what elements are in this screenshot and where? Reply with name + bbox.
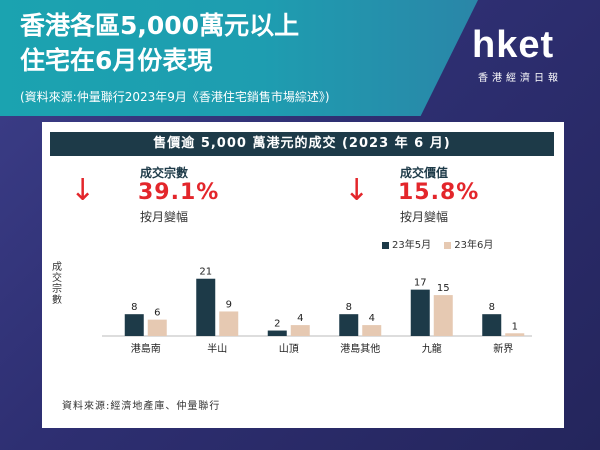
data-label: 4 [369, 313, 375, 324]
source-note: (資料來源:仲量聯行2023年9月《香港住宅銷售市場綜述》) [20, 90, 330, 104]
stat-value-sub: 按月變幅 [400, 210, 449, 224]
legend-swatch [444, 241, 452, 249]
bar [267, 330, 287, 336]
x-tick-label: 新界 [493, 342, 513, 355]
data-label: 6 [154, 308, 160, 319]
data-label: 21 [199, 267, 212, 278]
stat-volume-sub: 按月變幅 [140, 210, 189, 224]
data-label: 1 [512, 321, 518, 332]
bar [410, 289, 430, 336]
bar-chart: 8 6 港島南 21 9 半山 2 4 山頂 8 4 港島其他 17 15 九龍 8 1 新界 [102, 267, 532, 355]
legend-label: 23年5月 [392, 240, 432, 251]
chart-footnote: 資料來源:經濟地產庫、仲量聯行 [62, 401, 221, 412]
data-label: 2 [274, 319, 280, 330]
legend-swatch [382, 241, 389, 249]
bar [433, 295, 453, 336]
bar [147, 319, 167, 336]
chart-title: 售價逾 5,000 萬港元的成交 (2023 年 6 月) [50, 132, 554, 156]
stat-value-label: 成交價值 [400, 166, 449, 180]
data-label: 8 [131, 302, 137, 313]
bar [505, 333, 525, 336]
chart-legend: 23年5月 23年6月 [382, 236, 503, 251]
bar [482, 314, 502, 336]
hket-logo: hket [472, 24, 555, 66]
x-tick-label: 半山 [207, 342, 227, 355]
bar [219, 311, 239, 336]
stat-volume-label: 成交宗數 [140, 166, 189, 180]
data-label: 8 [346, 302, 352, 313]
x-tick-label: 山頂 [279, 343, 299, 355]
data-label: 9 [226, 299, 232, 310]
bar [290, 325, 310, 336]
legend-item: 23年6月 [444, 236, 493, 251]
bar [339, 314, 359, 336]
hket-logo-subtitle: 香港經濟日報 [478, 73, 562, 84]
x-tick-label: 港島南 [131, 342, 161, 355]
data-label: 15 [437, 283, 450, 294]
stat-value-value: 15.8% [398, 180, 480, 205]
bar [124, 314, 144, 336]
down-arrow-icon: ↓ [70, 173, 96, 208]
data-label: 4 [297, 313, 303, 324]
x-tick-label: 九龍 [422, 342, 442, 355]
stat-volume-value: 39.1% [138, 180, 220, 205]
page-title-line2: 住宅在6月份表現 [20, 46, 213, 75]
legend-item: 23年5月 [382, 236, 431, 251]
y-axis-label: 成交宗數 [52, 262, 62, 306]
data-label: 17 [414, 278, 427, 289]
down-arrow-icon: ↓ [344, 173, 370, 208]
chart-card: 售價逾 5,000 萬港元的成交 (2023 年 6 月) ↓ 成交宗數 39.… [42, 122, 564, 428]
page-title-line1: 香港各區5,000萬元以上 [20, 11, 300, 40]
data-label: 8 [489, 302, 495, 313]
legend-label: 23年6月 [454, 240, 494, 251]
bar [362, 325, 382, 336]
x-tick-label: 港島其他 [340, 342, 380, 355]
title-banner [0, 0, 478, 116]
bar [196, 278, 216, 336]
